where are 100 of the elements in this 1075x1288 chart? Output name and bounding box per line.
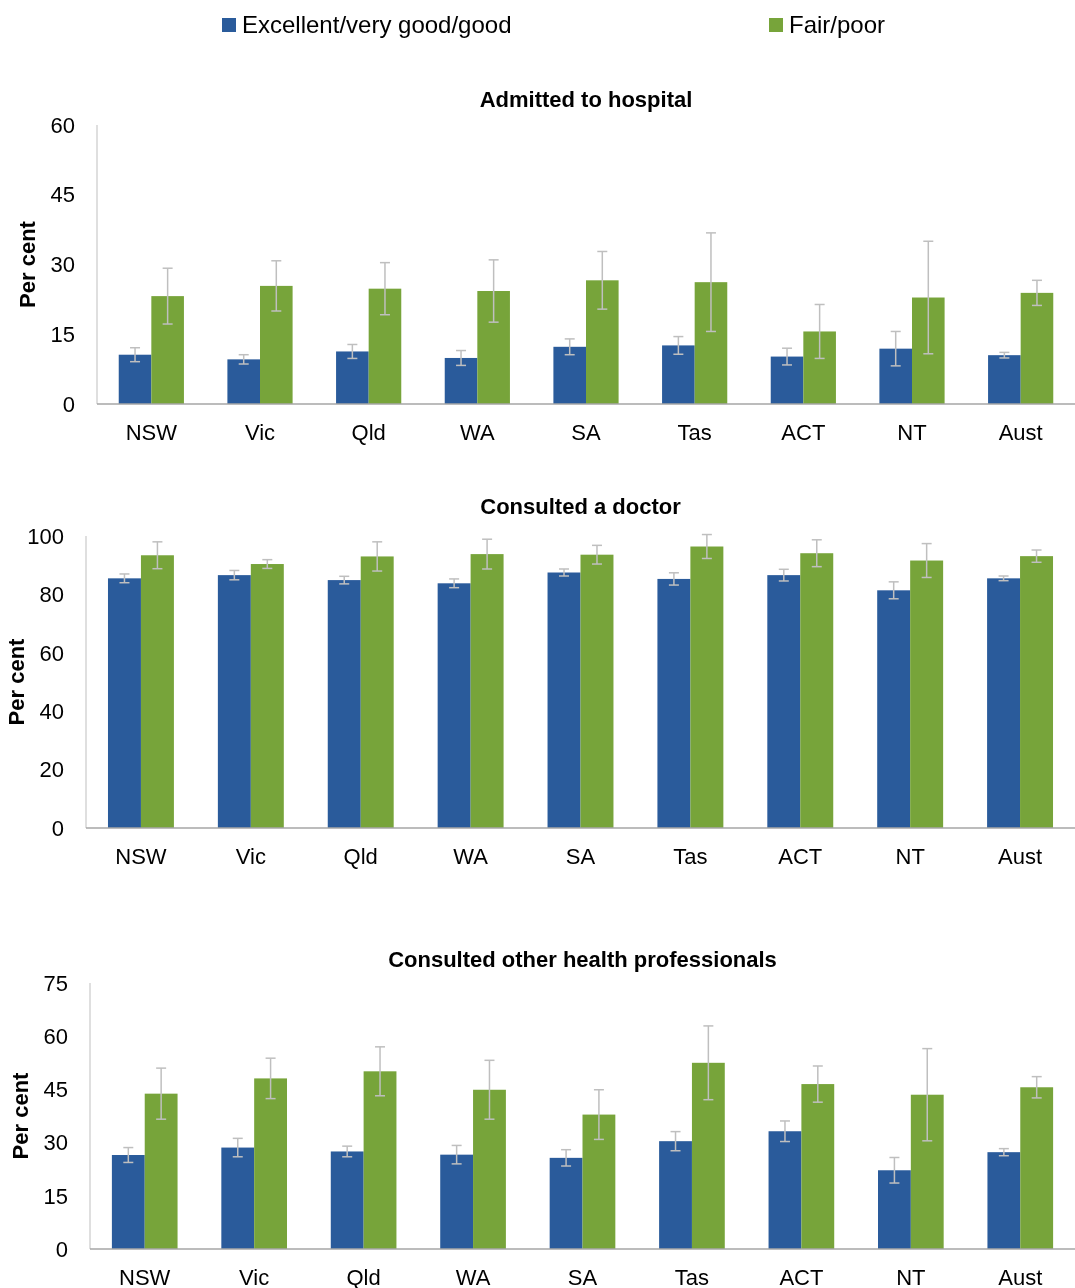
y-tick-label: 30: [43, 1130, 68, 1156]
x-tick-label: NSW: [115, 844, 167, 869]
bar: [987, 1152, 1021, 1249]
y-tick-label: 100: [27, 523, 64, 549]
x-tick-label: Tas: [674, 1265, 710, 1288]
bar: [878, 1170, 911, 1249]
bar: [440, 1154, 474, 1249]
bar: [912, 297, 945, 404]
bar: [254, 1078, 287, 1250]
x-tick-label: Aust: [998, 420, 1043, 445]
bar: [151, 296, 184, 404]
bar: [586, 280, 619, 404]
x-tick-label: ACT: [779, 1265, 824, 1288]
bar: [691, 1062, 725, 1249]
bar: [770, 356, 804, 404]
bar: [144, 1093, 178, 1249]
y-tick-label: 0: [51, 815, 64, 841]
x-tick-label: WA: [460, 420, 495, 445]
bar: [768, 1131, 802, 1249]
x-tick-label: SA: [565, 844, 596, 869]
bar: [217, 575, 251, 828]
x-tick-label: Vic: [239, 1265, 270, 1288]
bar: [1020, 1087, 1054, 1249]
x-tick-label: SA: [571, 420, 601, 445]
x-tick-label: WA: [455, 1265, 491, 1288]
y-axis-title: Per cent: [8, 1071, 33, 1160]
bar: [227, 359, 260, 404]
bar: [549, 1157, 583, 1249]
y-tick-label: 45: [50, 182, 75, 208]
bar: [582, 1114, 616, 1249]
x-tick-label: NSW: [119, 1265, 171, 1288]
chart-title: Admitted to hospital: [479, 87, 693, 112]
bar: [767, 575, 801, 828]
y-tick-label: 40: [39, 698, 64, 724]
bar: [803, 331, 836, 404]
bar: [801, 1084, 835, 1249]
bar: [877, 590, 911, 828]
x-tick-label: Vic: [244, 420, 276, 445]
bar: [360, 556, 394, 828]
bar: [327, 580, 361, 828]
chart-title: Consulted other health professionals: [388, 947, 777, 972]
y-tick-label: 60: [43, 1023, 68, 1049]
x-tick-label: SA: [567, 1265, 598, 1288]
bar: [547, 572, 581, 828]
bar: [477, 291, 510, 404]
bar: [910, 1094, 944, 1249]
bar: [800, 553, 834, 828]
bar: [250, 564, 284, 828]
bar: [336, 351, 369, 404]
bar: [1020, 292, 1054, 404]
bar: [368, 288, 402, 404]
y-tick-label: 0: [62, 391, 75, 417]
bar: [694, 282, 728, 404]
x-tick-label: Tas: [673, 844, 708, 869]
bar: [140, 555, 174, 828]
y-tick-label: 60: [50, 112, 75, 138]
bar: [988, 355, 1021, 404]
y-tick-label: 30: [50, 252, 75, 278]
x-tick-label: NT: [897, 420, 927, 445]
bar: [437, 583, 471, 828]
x-tick-label: Aust: [998, 844, 1043, 869]
y-tick-label: 75: [43, 970, 68, 996]
bar: [107, 578, 141, 828]
x-tick-label: NT: [896, 1265, 926, 1288]
x-tick-label: Qld: [351, 420, 386, 445]
y-tick-label: 45: [43, 1077, 68, 1103]
bar: [221, 1147, 255, 1249]
x-tick-label: Vic: [235, 844, 266, 869]
bar: [657, 578, 691, 828]
bar: [1020, 556, 1054, 828]
legend-label: Excellent/very good/good: [242, 11, 512, 39]
x-tick-label: NSW: [125, 420, 178, 445]
x-tick-label: ACT: [781, 420, 826, 445]
x-tick-label: NT: [895, 844, 925, 869]
bar: [662, 345, 695, 404]
bar: [470, 554, 504, 828]
x-tick-label: WA: [453, 844, 489, 869]
bar: [260, 285, 293, 404]
bar: [330, 1151, 364, 1249]
chart-title: Consulted a doctor: [480, 494, 682, 519]
x-tick-label: ACT: [778, 844, 823, 869]
bar: [553, 346, 586, 404]
bar: [910, 560, 944, 828]
bar: [363, 1071, 397, 1249]
bar: [473, 1089, 506, 1249]
legend-label: Fair/poor: [789, 11, 886, 39]
y-tick-label: 80: [39, 582, 64, 608]
bar: [690, 546, 724, 828]
y-tick-label: 20: [39, 757, 64, 783]
bar: [580, 554, 614, 828]
y-tick-label: 60: [39, 640, 64, 666]
bar: [659, 1141, 692, 1249]
y-axis-title: Per cent: [15, 220, 40, 308]
y-tick-label: 15: [43, 1183, 68, 1209]
bar: [118, 354, 152, 404]
y-tick-label: 15: [50, 321, 75, 347]
bar: [987, 578, 1021, 828]
y-axis-title: Per cent: [4, 637, 29, 726]
x-tick-label: Aust: [998, 1265, 1043, 1288]
x-tick-label: Tas: [677, 420, 712, 445]
